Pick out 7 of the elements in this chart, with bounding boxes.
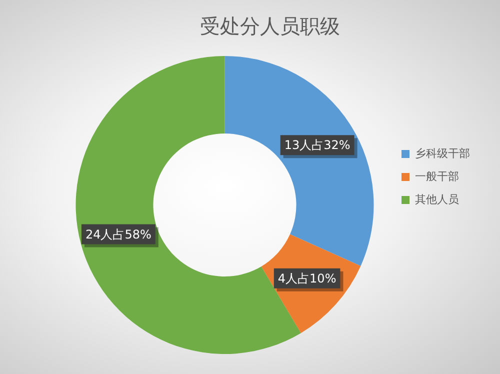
chart-title: 受处分人员职级	[200, 14, 340, 38]
data-label: 24人占58%	[85, 227, 152, 242]
data-label: 13人占32%	[284, 138, 350, 152]
legend-label: 乡科级干部	[415, 146, 470, 160]
legend-label: 一般干部	[415, 170, 459, 183]
legend-label: 其他人员	[415, 192, 459, 206]
data-label: 4人占10%	[278, 271, 336, 286]
